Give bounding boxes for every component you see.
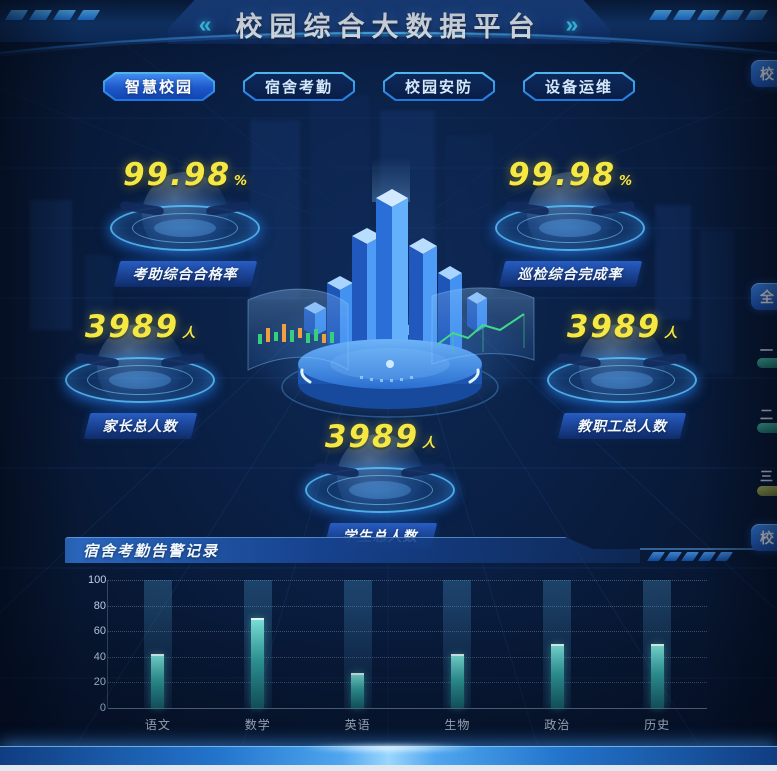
side-tab-middle[interactable]: 全 bbox=[751, 283, 777, 310]
x-category-label: 生物 bbox=[444, 718, 471, 732]
bar-英语 bbox=[351, 673, 365, 708]
tab-equipment-ops[interactable]: 设备运维 bbox=[523, 72, 635, 101]
bottom-glow-bar bbox=[0, 746, 777, 765]
ribbon-linechart bbox=[431, 287, 535, 365]
x-category-label: 历史 bbox=[644, 718, 671, 732]
tab-campus-security[interactable]: 校园安防 bbox=[383, 72, 495, 101]
side-tab-bottom[interactable]: 校 bbox=[751, 524, 777, 551]
pod-ring-platform bbox=[305, 467, 455, 513]
stat-value: 99.98% bbox=[122, 157, 248, 193]
gridline bbox=[108, 631, 707, 633]
y-tick-label: 40 bbox=[93, 650, 106, 663]
pod-ring-platform bbox=[547, 357, 697, 403]
side-item-label: 三 bbox=[760, 469, 774, 484]
stat-label: 家长总人数 bbox=[87, 413, 194, 439]
side-tab-label: 校 bbox=[760, 65, 774, 82]
y-tick-label: 0 bbox=[99, 702, 106, 714]
right-chevrons-icon: » bbox=[565, 11, 579, 37]
stat-pod-inspection-completion-rate: 99.98% 巡检综合完成率 bbox=[470, 158, 670, 287]
y-tick-label: 20 bbox=[93, 676, 106, 689]
side-item-label: 二 bbox=[760, 407, 774, 422]
stat-unit: % bbox=[619, 174, 633, 189]
bar-政治 bbox=[550, 644, 564, 708]
panel-title: 宿舍考勤告警记录 bbox=[83, 543, 220, 560]
gridline bbox=[108, 605, 707, 607]
header-right-slashes-icon bbox=[648, 10, 769, 20]
bar-生物 bbox=[450, 654, 464, 708]
panel-slashes-icon bbox=[646, 552, 734, 561]
side-tab-label: 校 bbox=[760, 529, 774, 546]
stat-label: 教职工总人数 bbox=[561, 413, 683, 439]
stat-pod-attendance-pass-rate: 99.98% 考助综合合格率 bbox=[85, 158, 285, 287]
side-tab-label: 全 bbox=[760, 288, 774, 305]
stat-pod-staff-total: 3989 人 教职工总人数 bbox=[522, 310, 722, 439]
x-category-label: 英语 bbox=[344, 718, 371, 732]
stat-unit: 人 bbox=[182, 326, 196, 341]
stat-pod-students-total: 3989 人 学生总人数 bbox=[280, 420, 480, 549]
side-item-bar bbox=[757, 358, 777, 368]
tab-label: 宿舍考勤 bbox=[264, 79, 333, 96]
stat-value: 3989 人 bbox=[566, 309, 678, 345]
stat-unit: % bbox=[234, 174, 248, 189]
bar-数学 bbox=[251, 618, 265, 708]
tab-smart-campus[interactable]: 智慧校园 bbox=[103, 72, 215, 101]
header: « 校园综合大数据平台 » bbox=[0, 0, 777, 57]
y-tick-label: 80 bbox=[93, 599, 106, 612]
tab-dorm-attendance[interactable]: 宿舍考勤 bbox=[243, 72, 355, 101]
gridline bbox=[108, 580, 707, 581]
side-item-label: 一 bbox=[760, 343, 774, 358]
x-category-label: 语文 bbox=[144, 718, 171, 732]
pod-ring-platform bbox=[110, 205, 260, 251]
y-tick-label: 60 bbox=[93, 625, 106, 638]
x-category-label: 数学 bbox=[244, 718, 271, 732]
x-category-label: 政治 bbox=[544, 718, 571, 732]
panel-header-dorm-attendance-alerts: 宿舍考勤告警记录 bbox=[65, 537, 640, 563]
stat-pod-parents-total: 3989 人 家长总人数 bbox=[40, 310, 240, 439]
stat-unit: 人 bbox=[664, 326, 678, 341]
stat-value: 3989 人 bbox=[324, 419, 436, 455]
side-item-bar bbox=[757, 423, 777, 433]
tab-label: 智慧校园 bbox=[124, 79, 193, 96]
gridline bbox=[108, 656, 707, 658]
stat-unit: 人 bbox=[422, 436, 436, 451]
tab-label: 设备运维 bbox=[544, 79, 613, 96]
page-title: 校园综合大数据平台 bbox=[235, 12, 542, 42]
bar-chart-dorm-attendance-alerts: 0 20 40 60 80 100 语文 数学 英语 生物 政治 历史 bbox=[88, 574, 738, 733]
pod-ring-platform bbox=[495, 205, 645, 251]
tab-label: 校园安防 bbox=[404, 79, 473, 96]
left-chevrons-icon: « bbox=[198, 11, 212, 37]
stat-label: 巡检综合完成率 bbox=[502, 261, 639, 287]
side-tab-top[interactable]: 校 bbox=[751, 60, 777, 87]
pod-ring-platform bbox=[65, 357, 215, 403]
gridline bbox=[108, 682, 707, 684]
gridline bbox=[108, 708, 707, 709]
header-left-slashes-icon bbox=[4, 10, 101, 20]
stat-value: 3989 人 bbox=[84, 309, 196, 345]
y-tick-label: 100 bbox=[88, 574, 107, 586]
y-axis-line bbox=[107, 580, 108, 708]
bar-历史 bbox=[650, 644, 664, 708]
bottom-edge-strip bbox=[0, 765, 777, 771]
side-item-bar bbox=[757, 486, 777, 496]
stat-label: 考助综合合格率 bbox=[117, 261, 254, 287]
stat-value: 99.98% bbox=[507, 157, 633, 193]
bar-语文 bbox=[151, 654, 165, 708]
panel-header-tail-line bbox=[640, 548, 770, 550]
